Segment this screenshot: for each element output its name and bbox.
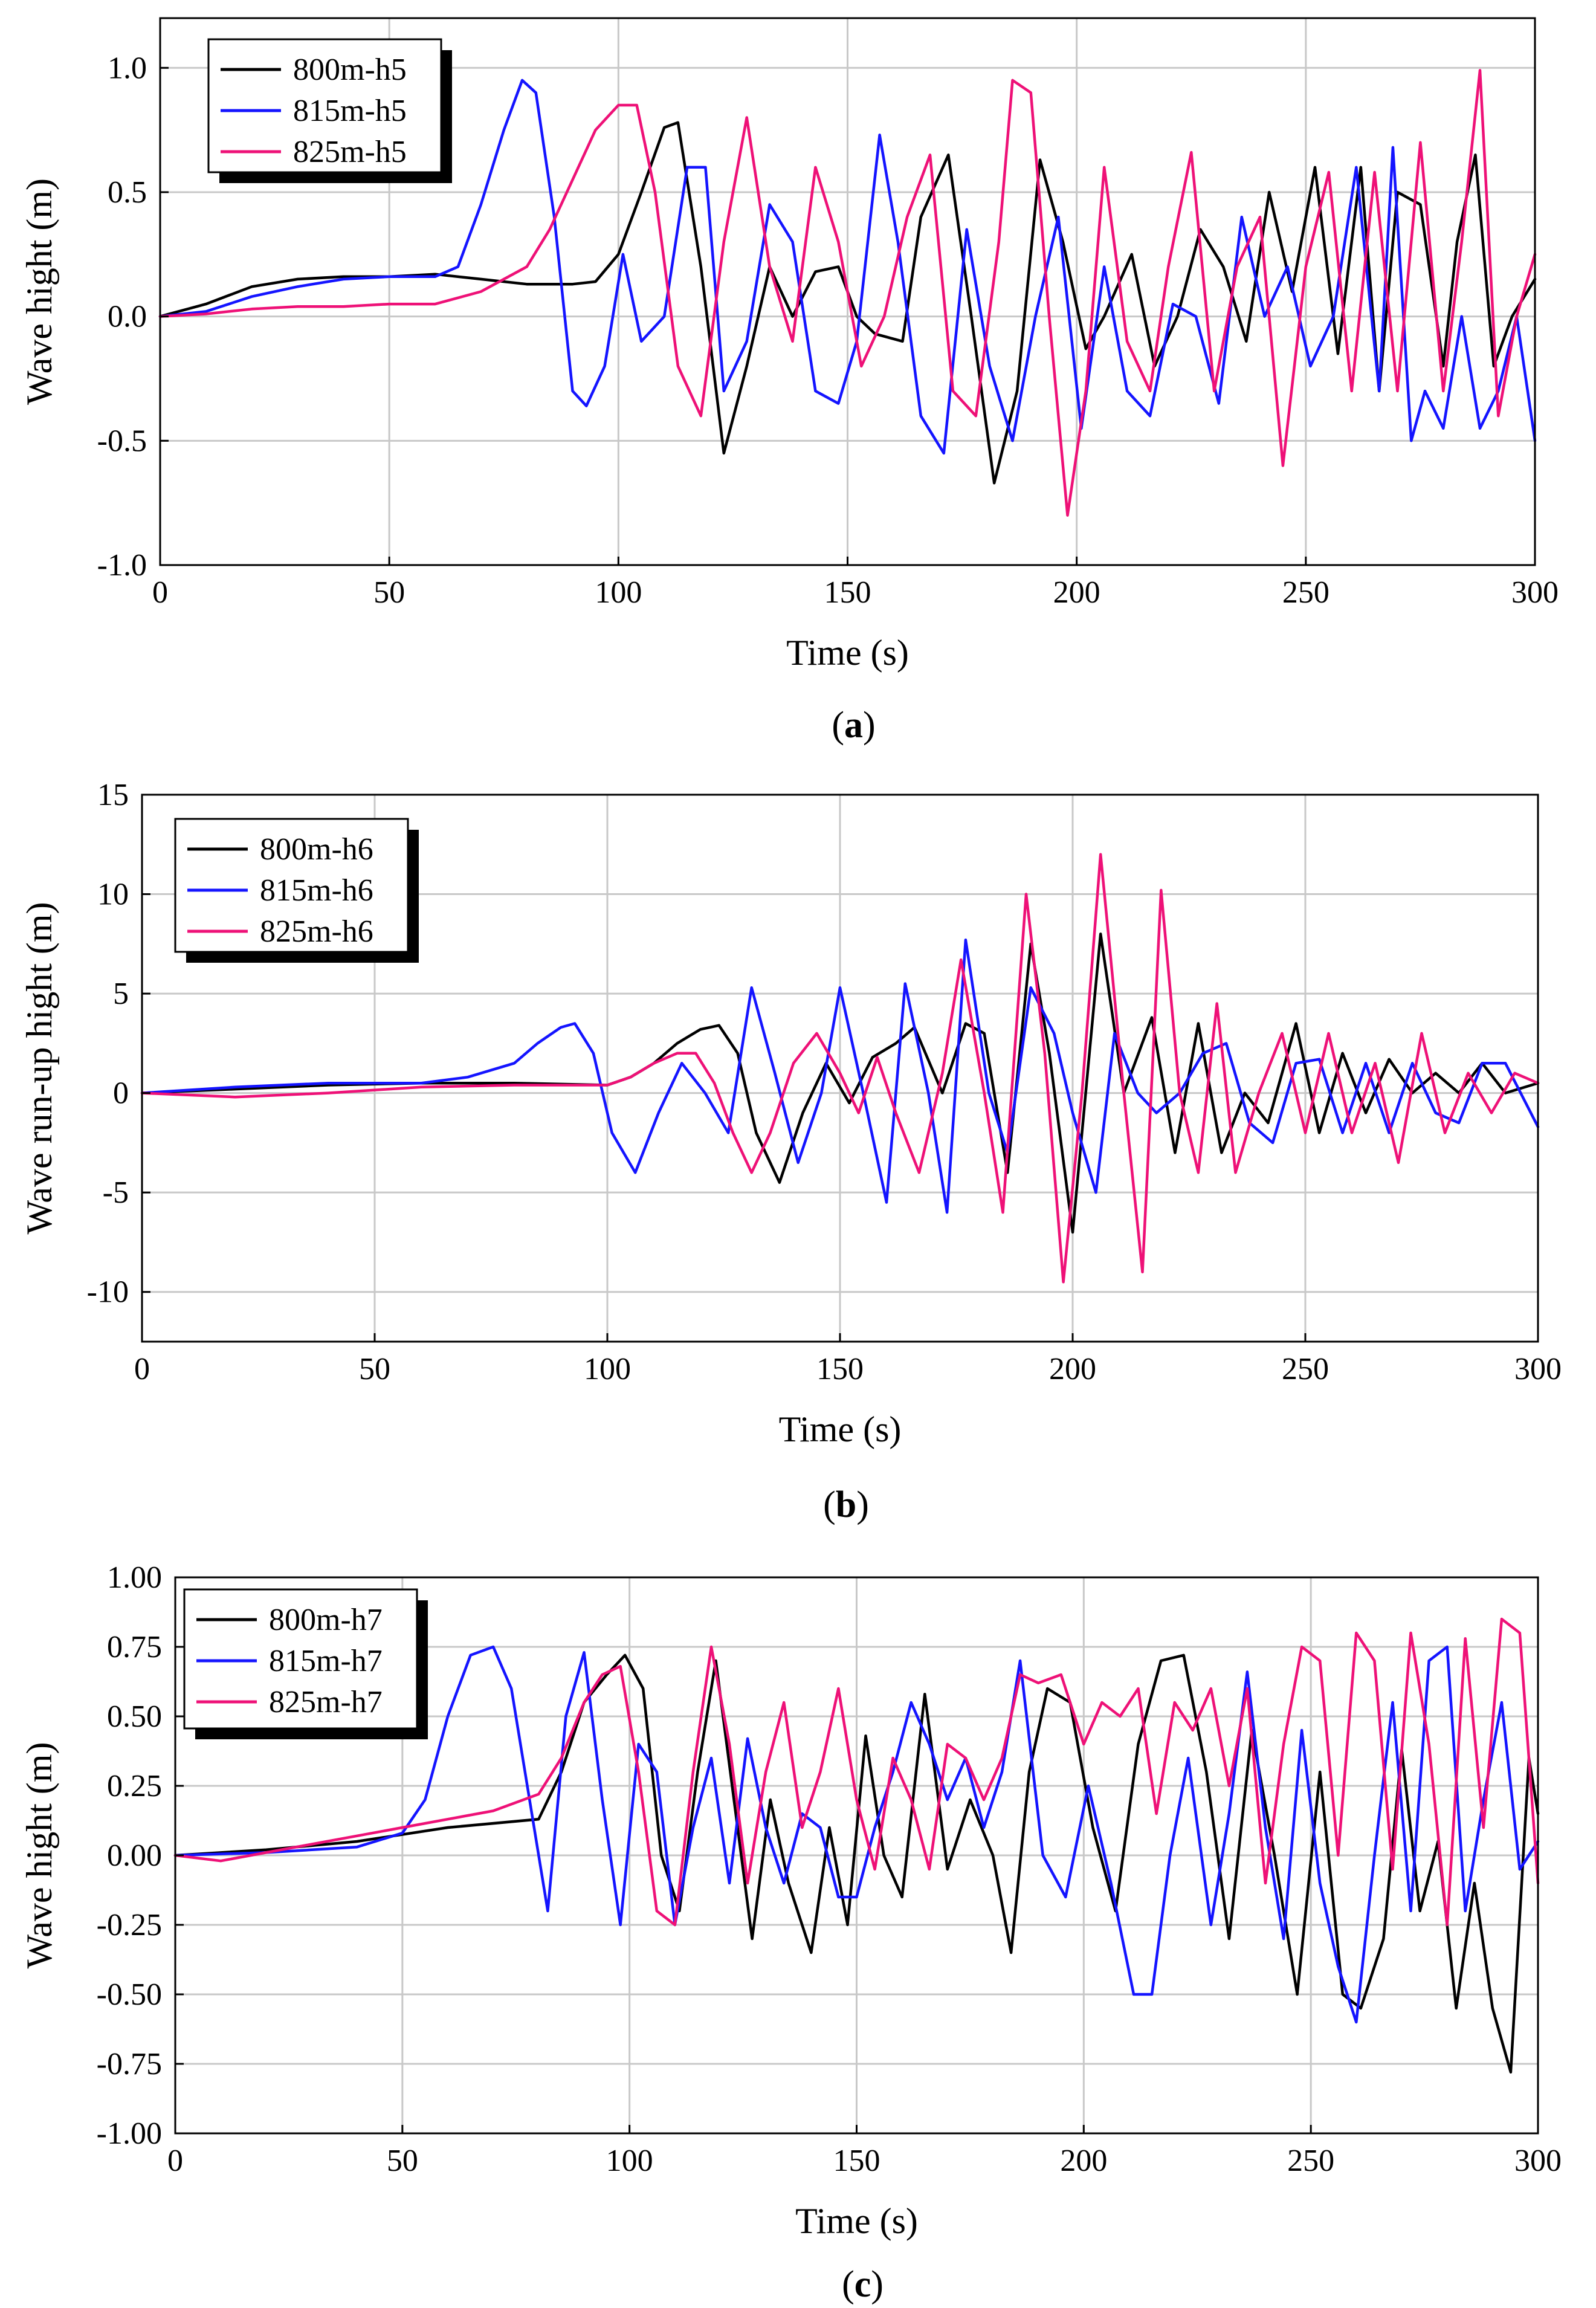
series-line-825m-h6 bbox=[140, 853, 1540, 1284]
series-line-825m-h7 bbox=[173, 1617, 1540, 1927]
x-tick-label: 250 bbox=[1287, 2144, 1334, 2178]
x-axis-title: Time (s) bbox=[786, 633, 909, 673]
legend-label: 825m-h6 bbox=[260, 914, 373, 949]
y-tick-label: 15 bbox=[97, 778, 129, 812]
panel-label: (a) bbox=[832, 705, 875, 746]
series-line-825m-h5 bbox=[158, 69, 1537, 517]
y-tick-label: 0.00 bbox=[107, 1838, 162, 1873]
y-tick-label: 1.00 bbox=[107, 1560, 162, 1595]
series-line-815m-h6 bbox=[140, 938, 1540, 1214]
x-tick-label: 0 bbox=[152, 575, 168, 610]
legend-box bbox=[174, 818, 409, 953]
series-line-815m-h5 bbox=[158, 79, 1537, 455]
legend: 800m-h6 815m-h6 825m-h6 bbox=[174, 818, 419, 963]
y-tick-label: 10 bbox=[97, 878, 129, 912]
legend-label: 800m-h6 bbox=[260, 832, 373, 867]
chart-panel-b: 0 50 100 150 200 250 300 -10 -5 0 5 10 15 Time (s) Wav… bbox=[19, 778, 1562, 1525]
x-axis-title: Time (s) bbox=[779, 1409, 902, 1449]
x-tick-label: 50 bbox=[359, 1352, 390, 1386]
x-tick-label: 150 bbox=[833, 2144, 880, 2178]
x-tick-label: 200 bbox=[1060, 2144, 1107, 2178]
x-tick-label: 100 bbox=[595, 575, 642, 610]
panel-label: (c) bbox=[842, 2264, 884, 2305]
legend-label: 800m-h5 bbox=[293, 53, 407, 87]
y-tick-label: -0.25 bbox=[97, 1908, 162, 1942]
y-axis-title: Wave hight (m) bbox=[19, 178, 59, 405]
y-tick-label: -0.75 bbox=[97, 2047, 162, 2081]
x-tick-label: 200 bbox=[1053, 575, 1100, 610]
y-tick-label: 0.25 bbox=[107, 1769, 162, 1803]
legend: 800m-h7 815m-h7 825m-h7 bbox=[183, 1588, 428, 1739]
y-tick-label: -10 bbox=[87, 1275, 129, 1310]
y-tick-label: 5 bbox=[113, 977, 129, 1011]
series-line-800m-h6 bbox=[140, 933, 1540, 1234]
x-tick-label: 250 bbox=[1282, 575, 1329, 610]
y-tick-label: 0.5 bbox=[108, 175, 147, 210]
chart-panel-c: 0 50 100 150 200 250 300 -1.00 -0.75 -0.50 -0.25 0.… bbox=[19, 1560, 1562, 2305]
y-tick-label: 1.0 bbox=[108, 51, 147, 85]
y-axis-title: Wave run-up hight (m) bbox=[19, 902, 59, 1234]
x-tick-label: 50 bbox=[373, 575, 405, 610]
series-line-800m-h7 bbox=[173, 1653, 1540, 2074]
y-tick-label: -0.50 bbox=[97, 1977, 162, 2012]
x-tick-label: 150 bbox=[816, 1352, 864, 1386]
chart-panel-a: 0 50 100 150 200 250 300 -1.0 -0.5 0.0 0.5 1.0 Time … bbox=[19, 17, 1559, 746]
series-line-800m-h5 bbox=[158, 121, 1537, 485]
x-tick-label: 300 bbox=[1514, 2144, 1562, 2178]
legend-label: 825m-h7 bbox=[269, 1685, 383, 1719]
legend-label: 825m-h5 bbox=[293, 135, 407, 169]
legend-label: 815m-h6 bbox=[260, 873, 373, 908]
x-tick-label: 0 bbox=[134, 1352, 150, 1386]
x-tick-label: 300 bbox=[1511, 575, 1559, 610]
y-tick-label: 0 bbox=[113, 1076, 129, 1111]
x-tick-label: 250 bbox=[1282, 1352, 1329, 1386]
series-line-815m-h7 bbox=[173, 1645, 1540, 2024]
y-tick-label: -0.5 bbox=[97, 424, 147, 458]
y-tick-label: 0.50 bbox=[107, 1699, 162, 1734]
x-tick-label: 200 bbox=[1049, 1352, 1096, 1386]
x-tick-label: 100 bbox=[606, 2144, 653, 2178]
y-tick-label: 0.75 bbox=[107, 1630, 162, 1664]
legend-box bbox=[207, 38, 442, 173]
legend-label: 815m-h5 bbox=[293, 94, 407, 128]
x-tick-label: 150 bbox=[824, 575, 871, 610]
y-tick-label: -5 bbox=[103, 1175, 129, 1210]
panel-label: (b) bbox=[823, 1484, 869, 1525]
x-axis-title: Time (s) bbox=[795, 2201, 918, 2241]
y-tick-label: -1.0 bbox=[97, 548, 147, 583]
legend-label: 800m-h7 bbox=[269, 1603, 383, 1637]
x-tick-label: 50 bbox=[387, 2144, 418, 2178]
legend-box bbox=[183, 1588, 418, 1730]
y-axis-title: Wave hight (m) bbox=[19, 1742, 59, 1968]
y-tick-label: -1.00 bbox=[97, 2116, 162, 2151]
x-tick-label: 0 bbox=[167, 2144, 183, 2178]
x-tick-label: 300 bbox=[1514, 1352, 1562, 1386]
y-tick-label: 0.0 bbox=[108, 300, 147, 334]
legend-label: 815m-h7 bbox=[269, 1644, 383, 1678]
x-tick-label: 100 bbox=[584, 1352, 631, 1386]
legend: 800m-h5 815m-h5 825m-h5 bbox=[207, 38, 452, 183]
